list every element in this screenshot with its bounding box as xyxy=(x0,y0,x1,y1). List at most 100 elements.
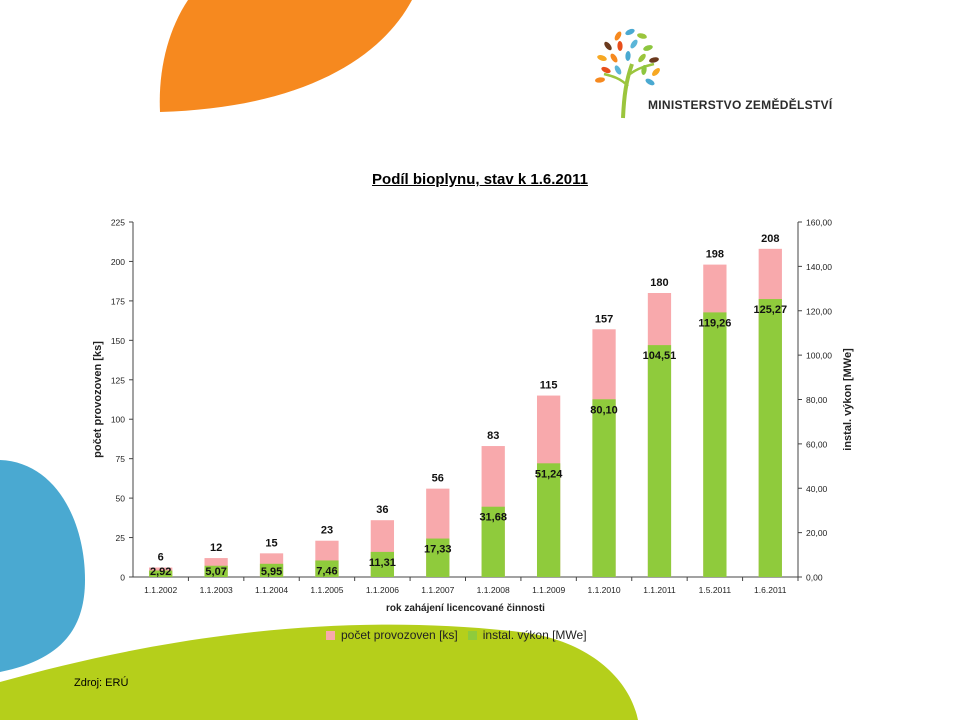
power-data-label: 5,07 xyxy=(205,566,226,578)
chart-title: Podíl bioplynu, stav k 1.6.2011 xyxy=(372,171,588,188)
source-note: Zdroj: ERÚ xyxy=(74,677,129,689)
x-tick-label: 1.1.2008 xyxy=(477,585,510,595)
right-tick-label: 140,00 xyxy=(806,262,832,272)
bar-power xyxy=(758,299,782,577)
bar-power xyxy=(426,538,450,577)
bar-power xyxy=(204,565,228,577)
left-tick-label: 175 xyxy=(111,296,125,306)
logo-text: MINISTERSTVO ZEMĚDĚLSTVÍ xyxy=(648,98,833,112)
green-shape xyxy=(0,624,638,720)
right-tick-label: 120,00 xyxy=(806,306,832,316)
right-tick-label: 60,00 xyxy=(806,439,828,449)
power-data-label: 51,24 xyxy=(535,468,563,480)
power-data-label: 17,33 xyxy=(424,544,452,556)
logo-leaf xyxy=(595,77,605,83)
blue-shape xyxy=(0,460,85,672)
logo-leaf xyxy=(597,55,607,61)
count-data-label: 6 xyxy=(158,552,164,564)
power-data-label: 7,46 xyxy=(316,565,337,577)
ministry-logo-tree xyxy=(595,28,660,119)
logo-leaf xyxy=(652,68,660,76)
bar-power xyxy=(315,560,339,577)
logo-leaf xyxy=(617,41,623,51)
right-tick-label: 100,00 xyxy=(806,351,832,361)
x-axis-title: rok zahájení licencované činnosti xyxy=(386,603,545,614)
left-tick-label: 225 xyxy=(111,218,125,228)
right-tick-label: 80,00 xyxy=(806,395,828,405)
count-data-label: 115 xyxy=(540,380,558,392)
y-axis-right-title: instal. výkon [MWe] xyxy=(842,348,854,451)
x-tick-label: 1.1.2003 xyxy=(200,585,233,595)
x-tick-label: 1.1.2002 xyxy=(144,585,177,595)
right-tick-label: 20,00 xyxy=(806,528,828,538)
bar-power xyxy=(536,463,561,577)
right-tick-label: 160,00 xyxy=(806,218,832,228)
legend-swatch-pink xyxy=(326,630,335,640)
orange-shape xyxy=(159,0,412,112)
power-data-label: 31,68 xyxy=(479,512,507,524)
bar-power xyxy=(259,563,284,577)
logo-leaf xyxy=(643,45,653,51)
x-tick-label: 1.1.2006 xyxy=(366,585,399,595)
left-tick-label: 200 xyxy=(111,257,125,267)
logo-leaf xyxy=(614,31,622,41)
y-axis-left-title: počet provozoven [ks] xyxy=(92,341,104,458)
bar-power xyxy=(647,345,672,577)
left-tick-label: 75 xyxy=(116,454,126,464)
count-data-label: 180 xyxy=(650,277,668,289)
left-tick-label: 50 xyxy=(116,494,126,504)
left-tick-label: 0 xyxy=(120,573,125,583)
legend-swatch-green xyxy=(467,630,477,640)
logo-leaf xyxy=(625,28,635,36)
logo-leaf xyxy=(645,78,655,86)
logo-leaf xyxy=(614,65,622,75)
x-tick-label: 1.1.2011 xyxy=(643,585,676,595)
count-data-label: 12 xyxy=(210,542,222,554)
logo-leaf xyxy=(649,57,659,63)
legend-entry-power: instal. výkon [MWe] xyxy=(482,628,587,642)
power-data-label: 11,31 xyxy=(369,557,396,569)
bar-power xyxy=(370,551,395,577)
left-tick-label: 150 xyxy=(111,336,125,346)
right-tick-label: 0,00 xyxy=(806,573,823,583)
power-data-label: 2,92 xyxy=(150,566,171,578)
x-tick-label: 1.1.2004 xyxy=(255,585,288,595)
power-data-label: 119,26 xyxy=(698,317,731,329)
bar-power xyxy=(703,312,727,577)
count-data-label: 157 xyxy=(595,313,613,325)
logo-leaf xyxy=(610,53,618,63)
bar-power xyxy=(149,570,173,577)
right-tick-label: 40,00 xyxy=(806,484,828,494)
logo-leaf xyxy=(638,53,646,63)
logo-leaf xyxy=(601,66,611,74)
chart-legend: počet provozoven [ks] instal. výkon [MWe… xyxy=(326,628,587,642)
left-tick-label: 25 xyxy=(116,533,126,543)
power-data-label: 104,51 xyxy=(643,350,677,362)
legend-entry-count: počet provozoven [ks] xyxy=(341,628,458,642)
x-tick-label: 1.1.2005 xyxy=(310,585,343,595)
left-tick-label: 100 xyxy=(111,415,125,425)
logo-leaf xyxy=(630,39,638,49)
logo-leaf xyxy=(641,65,647,75)
left-tick-label: 125 xyxy=(111,375,125,385)
count-data-label: 23 xyxy=(321,525,333,537)
count-data-label: 15 xyxy=(265,537,277,549)
bar-power xyxy=(592,399,616,577)
count-data-label: 198 xyxy=(706,249,724,261)
logo-leaf xyxy=(625,51,631,61)
count-data-label: 56 xyxy=(432,473,444,485)
power-data-label: 125,27 xyxy=(753,304,787,316)
logo-leaf xyxy=(637,33,647,39)
x-tick-label: 1.6.2011 xyxy=(754,585,787,595)
x-tick-label: 1.5.2011 xyxy=(699,585,732,595)
power-data-label: 5,95 xyxy=(261,566,282,578)
x-tick-label: 1.1.2010 xyxy=(587,585,620,595)
count-data-label: 208 xyxy=(761,233,779,245)
x-tick-label: 1.1.2007 xyxy=(421,585,454,595)
count-data-label: 36 xyxy=(376,504,388,516)
bar-power xyxy=(481,506,505,577)
power-data-label: 80,10 xyxy=(590,404,618,416)
count-data-label: 83 xyxy=(487,430,499,442)
